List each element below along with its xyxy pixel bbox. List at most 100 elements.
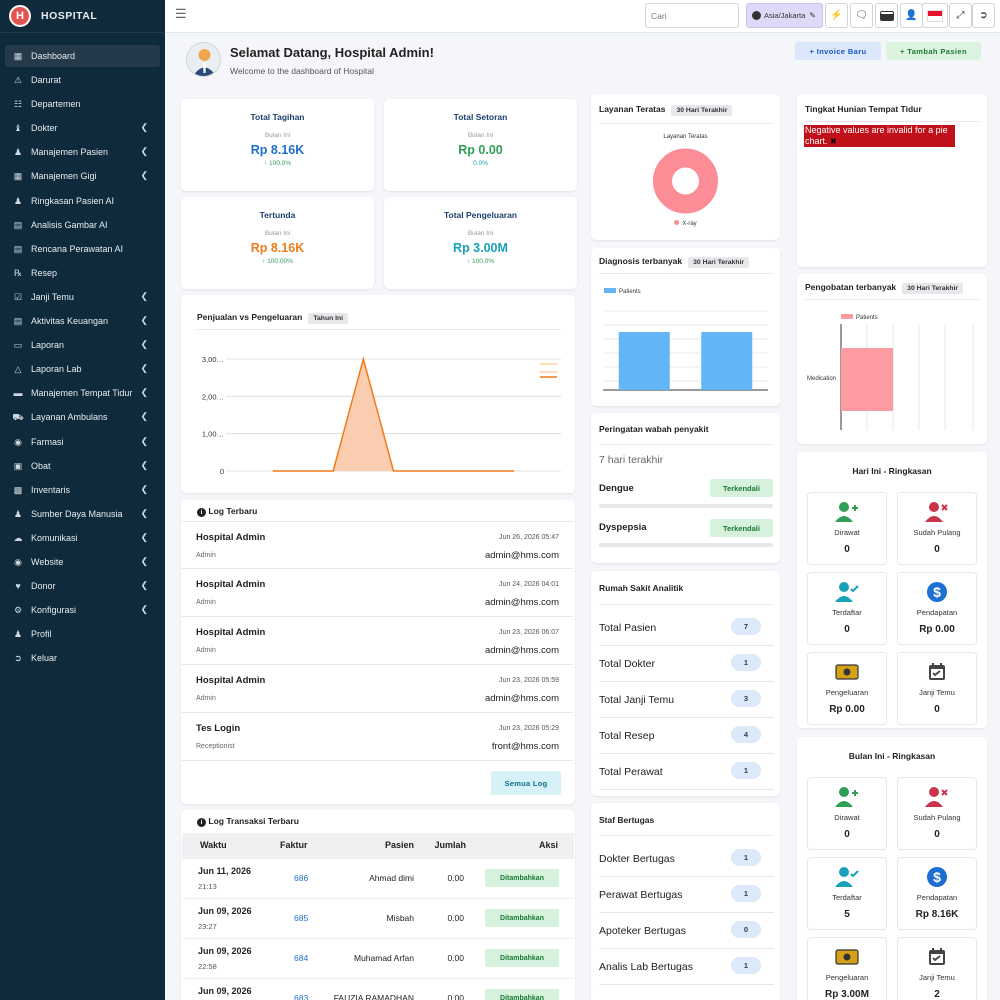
sidebar-item-darurat[interactable]: ⚠ Darurat — [5, 69, 160, 91]
pie-slice — [653, 148, 718, 214]
month-summary-title: Bulan Ini - Ringkasan — [848, 751, 936, 761]
stat-change: 0.0% — [384, 160, 577, 167]
list-item-label: Total Resep — [599, 730, 655, 742]
sidebar-item-obat[interactable]: ▣ Obat ❮ — [5, 455, 160, 477]
sidebar-item-rencana-perawatan-ai[interactable]: ▤ Rencana Perawatan AI — [5, 238, 160, 260]
fullscreen-icon[interactable]: ⤢ — [949, 3, 972, 28]
welcome-header: Selamat Datang, Hospital Admin! Welcome … — [186, 42, 986, 82]
sidebar-item-resep[interactable]: ℞ Resep — [5, 262, 160, 284]
log-row[interactable]: Hospital Admin Admin Jun 26, 2026 05:47 adm… — [182, 521, 573, 569]
sidebar-item-ringkasan-pasien-ai[interactable]: ♟ Ringkasan Pasien AI — [5, 190, 160, 212]
transactions-title: Log Transaksi Terbaru — [208, 816, 299, 826]
count-badge: 1 — [731, 957, 761, 974]
money-icon: ▤ — [13, 316, 23, 327]
sidebar-item-analisis-gambar-ai[interactable]: ▤ Analisis Gambar AI — [5, 214, 160, 236]
sidebar-item-aktivitas-keuangan[interactable]: ▤ Aktivitas Keuangan ❮ — [5, 310, 160, 332]
sidebar-item-label: Obat — [31, 460, 51, 471]
log-row[interactable]: Hospital Admin Admin Jun 24, 2026 04:01 adm… — [182, 569, 573, 617]
sitemap-icon: ☷ — [13, 99, 23, 110]
tx-invoice-link[interactable]: 683 — [294, 993, 309, 1000]
admin-avatar — [186, 42, 221, 77]
language-flag-icon[interactable] — [922, 3, 948, 28]
log-row[interactable]: Hospital Admin Admin Jun 23, 2026 06:07 adm… — [182, 617, 573, 665]
th-amount: Jumlah — [434, 840, 466, 850]
chevron-left-icon: ❮ — [140, 315, 148, 326]
sidebar-item-manajemen-pasien[interactable]: ♟ Manajemen Pasien ❮ — [5, 141, 160, 163]
timezone-selector[interactable]: Asia/Jakarta ✎ — [746, 3, 823, 28]
new-invoice-button[interactable]: + Invoice Baru — [795, 42, 881, 60]
legend-swatch — [841, 314, 853, 319]
outbreak-item-name: Dengue — [599, 483, 634, 494]
treatment-category-label: Medication — [807, 376, 837, 382]
sidebar-item-janji-temu[interactable]: ☑ Janji Temu ❮ — [5, 286, 160, 308]
sidebar-item-label: Darurat — [31, 75, 62, 86]
sidebar-item-donor[interactable]: ♥ Donor ❮ — [5, 575, 160, 597]
sales-period-badge: Tahun Ini — [308, 313, 349, 324]
sidebar-item-komunikasi[interactable]: ☁ Komunikasi ❮ — [5, 527, 160, 549]
sidebar-item-sumber-daya-manusia[interactable]: ♟ Sumber Daya Manusia ❮ — [5, 503, 160, 525]
sidebar-item-inventaris[interactable]: ▩ Inventaris ❮ — [5, 479, 160, 501]
transaction-row: Jun 09, 2026 683 FAUZIA RAMADHAN 0.00 Ditamb… — [182, 979, 574, 1000]
summary-tile: Pengeluaran Rp 3.00M — [807, 937, 887, 1000]
sidebar-item-laporan-lab[interactable]: △ Laporan Lab ❮ — [5, 358, 160, 380]
logout-icon[interactable]: ➲ — [972, 3, 995, 28]
sidebar-item-label: Dokter — [31, 123, 58, 134]
sidebar-item-manajemen-tempat-tidur[interactable]: ▬ Manajemen Tempat Tidur ❮ — [5, 382, 160, 404]
info-icon: i — [197, 508, 206, 517]
sales-chart: 3,00… 2,00… 1,00… 0 — [202, 355, 561, 476]
sidebar-item-dokter[interactable]: ♝ Dokter ❮ — [5, 117, 160, 139]
log-row[interactable]: Hospital Admin Admin Jun 23, 2026 05:59 adm… — [182, 665, 573, 713]
sidebar-item-manajemen-gigi[interactable]: ▦ Manajemen Gigi ❮ — [5, 165, 160, 187]
tx-invoice-link[interactable]: 685 — [294, 913, 309, 923]
sidebar-item-profil[interactable]: ♟ Profil — [5, 623, 160, 645]
list-item-label: Total Dokter — [599, 658, 656, 670]
log-row[interactable]: Tes Login Receptionist Jun 23, 2026 05:29 f… — [182, 713, 573, 761]
flask-icon: △ — [14, 364, 22, 375]
count-badge: 1 — [731, 849, 761, 866]
sidebar-item-farmasi[interactable]: ◉ Farmasi ❮ — [5, 431, 160, 453]
sidebar-item-keluar[interactable]: ➲ Keluar — [5, 647, 160, 669]
menu-toggle-icon[interactable]: ☰ — [175, 6, 187, 21]
sidebar: H HOSPITAL ▦ Dashboard ⚠ Darurat ☷ Departemen… — [0, 0, 165, 1000]
top-services-title: Layanan Teratas — [599, 104, 666, 114]
log-email: admin@hms.com — [484, 645, 559, 656]
user-times-icon — [925, 786, 949, 808]
treatment-badge: 30 Hari Terakhir — [902, 283, 964, 294]
bolt-icon[interactable]: ⚡ — [825, 3, 848, 28]
sidebar-item-laporan[interactable]: ▭ Laporan ❮ — [5, 334, 160, 356]
brand[interactable]: H HOSPITAL — [0, 0, 165, 33]
stat-card: Total Tagihan Bulan Ini Rp 8.16K ↑ 100.0% — [181, 99, 374, 191]
log-user-role: Admin — [196, 599, 216, 606]
pills-icon: ◉ — [14, 436, 22, 447]
user-plus-icon[interactable]: 👤 — [900, 3, 923, 28]
add-patient-button[interactable]: + Tambah Pasien — [886, 42, 981, 60]
diagnosis-bar — [618, 332, 670, 390]
stat-change-value: 100.00% — [267, 258, 293, 265]
sidebar-item-label: Dashboard — [31, 51, 76, 61]
sidebar-item-label: Keluar — [31, 653, 58, 664]
credit-card-icon[interactable] — [875, 3, 898, 28]
sidebar-item-label: Manajemen Gigi — [31, 171, 97, 182]
money-bill-icon — [835, 661, 859, 683]
tx-date: Jun 09, 2026 — [198, 986, 252, 996]
tx-invoice-link[interactable]: 686 — [294, 873, 309, 883]
y-tick-label: 2,00… — [202, 392, 224, 401]
svg-text:$: $ — [933, 584, 941, 600]
tx-invoice-link[interactable]: 684 — [294, 953, 309, 963]
tx-time: 22:58 — [198, 962, 217, 971]
tile-value: 0 — [934, 544, 940, 555]
stat-value: Rp 0.00 — [458, 143, 503, 157]
ambulance-icon: ⛟ — [12, 412, 24, 423]
sidebar-item-layanan-ambulans[interactable]: ⛟ Layanan Ambulans ❮ — [5, 406, 160, 428]
error-close-icon[interactable]: ✖ — [830, 137, 837, 146]
sidebar-item-label: Profil — [31, 629, 52, 640]
search-input[interactable] — [645, 3, 739, 28]
sidebar-item-dashboard[interactable]: ▦ Dashboard — [5, 45, 160, 67]
sidebar-item-departemen[interactable]: ☷ Departemen — [5, 93, 160, 115]
sidebar-item-konfigurasi[interactable]: ⚙ Konfigurasi ❮ — [5, 599, 160, 621]
all-logs-button[interactable]: Semua Log — [491, 771, 561, 795]
user-doctor-icon: ♝ — [13, 123, 23, 134]
sidebar-item-website[interactable]: ◉ Website ❮ — [5, 551, 160, 573]
diagnosis-badge: 30 Hari Terakhir — [688, 257, 750, 268]
chat-icon[interactable]: 🗨 — [850, 3, 873, 28]
